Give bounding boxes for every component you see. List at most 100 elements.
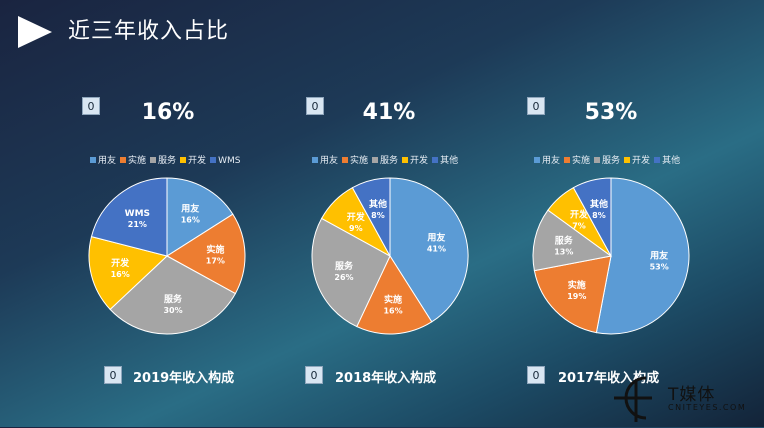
page-title: 近三年收入占比: [68, 19, 230, 44]
legend-label: 服务: [158, 156, 177, 166]
caption-badge-2019: 0: [104, 366, 122, 384]
percent-2017: 53%: [584, 100, 638, 125]
legend-label: 其他: [440, 156, 459, 166]
legend-swatch: [312, 156, 318, 163]
logo-text: T媒体: [668, 385, 716, 405]
slice-category-label: 其他: [369, 198, 387, 210]
legend-swatch: [624, 156, 631, 163]
slice-category-label: 服务: [164, 293, 183, 305]
slice-value-label: 21%: [128, 220, 147, 229]
legend-label: 用友: [542, 156, 561, 166]
legend-label: 开发: [632, 156, 651, 166]
pie-slice: [595, 177, 690, 335]
slice-value-label: 26%: [334, 273, 353, 282]
slice-value-label: 13%: [554, 247, 573, 256]
legend-item: 实施: [342, 155, 368, 167]
legend-label: 实施: [350, 156, 369, 166]
pie-slice: [166, 213, 246, 295]
pie-slice: [572, 177, 612, 257]
legend-item: 服务: [150, 155, 176, 167]
pie-slice: [351, 177, 391, 257]
percent-badge-2017: 0: [527, 97, 545, 115]
slice-value-label: 8%: [371, 211, 385, 220]
legend-2019: 用友 实施 服务 开发 WMS: [90, 155, 244, 167]
legend-item: 开发: [180, 155, 206, 167]
legend-item: 用友: [90, 155, 116, 167]
pie-slice: [109, 255, 237, 335]
caption-badge-2017: 0: [527, 366, 545, 384]
legend-swatch: [402, 156, 409, 163]
slice-value-label: 16%: [383, 306, 402, 315]
slice-category-label: 实施: [384, 293, 402, 305]
percent-badge-2019: 0: [82, 97, 100, 115]
pie-slice: [533, 255, 612, 334]
slice-value-label: 19%: [567, 292, 586, 301]
legend-label: 服务: [602, 156, 621, 166]
caption-2018: 2018年收入构成: [335, 371, 437, 386]
slice-category-label: 用友: [649, 250, 668, 262]
caption-badge-2018: 0: [305, 366, 323, 384]
slice-value-label: 16%: [181, 216, 200, 225]
legend-swatch: [150, 156, 157, 163]
slice-category-label: 用友: [426, 232, 445, 244]
legend-label: 开发: [188, 156, 207, 166]
slice-value-label: 30%: [163, 306, 182, 315]
slice-value-label: 8%: [592, 211, 606, 220]
legend-swatch: [90, 156, 96, 163]
legend-label: 用友: [98, 156, 117, 166]
legend-item: 开发: [402, 155, 428, 167]
slice-value-label: 9%: [349, 224, 363, 233]
legend-item: 其他: [654, 155, 680, 167]
brand-logo: T媒体 CNITEYES.COM: [612, 372, 762, 424]
slice-category-label: 实施: [206, 243, 224, 255]
pie-slice: [88, 235, 169, 311]
caption-2019: 2019年收入构成: [133, 371, 235, 386]
legend-item: 实施: [120, 155, 146, 167]
legend-item: 实施: [564, 155, 590, 167]
legend-item: WMS: [210, 155, 240, 167]
legend-item: 用友: [534, 155, 560, 167]
legend-swatch: [654, 156, 661, 163]
header-arrow-icon: [18, 16, 52, 48]
pie-slice: [166, 177, 234, 257]
legend-label: 实施: [572, 156, 591, 166]
legend-label: WMS: [218, 156, 241, 166]
slice-category-label: 其他: [590, 198, 608, 210]
slice-category-label: 服务: [555, 234, 574, 246]
slice-category-label: 开发: [111, 257, 130, 269]
slice-category-label: WMS: [125, 209, 150, 219]
logo-mark-icon: [614, 376, 652, 422]
percent-badge-2018: 0: [306, 97, 324, 115]
legend-label: 其他: [662, 156, 681, 166]
slice-value-label: 53%: [650, 263, 669, 272]
legend-item: 用友: [312, 155, 338, 167]
percent-2019: 16%: [141, 100, 195, 125]
legend-swatch: [210, 156, 217, 163]
slice-value-label: 7%: [572, 222, 586, 231]
legend-label: 实施: [128, 156, 147, 166]
legend-2017: 用友 实施 服务 开发 其他: [534, 155, 684, 167]
legend-swatch: [120, 156, 127, 163]
legend-item: 服务: [594, 155, 620, 167]
legend-swatch: [180, 156, 187, 163]
legend-2018: 用友 实施 服务 开发 其他: [312, 155, 462, 167]
slice-category-label: 开发: [347, 211, 366, 223]
pie-slice: [356, 254, 433, 335]
legend-item: 开发: [624, 155, 650, 167]
legend-item: 其他: [432, 155, 458, 167]
slice-value-label: 41%: [427, 245, 446, 254]
percent-2018: 41%: [362, 100, 416, 125]
legend-swatch: [534, 156, 540, 163]
slice-category-label: 实施: [568, 279, 586, 291]
slice-category-label: 服务: [335, 260, 354, 272]
legend-swatch: [564, 156, 571, 163]
slice-category-label: 开发: [570, 209, 589, 221]
legend-label: 开发: [410, 156, 429, 166]
pie-slice: [532, 209, 613, 272]
legend-item: 服务: [372, 155, 398, 167]
legend-label: 用友: [320, 156, 339, 166]
pie-slice: [90, 177, 168, 257]
